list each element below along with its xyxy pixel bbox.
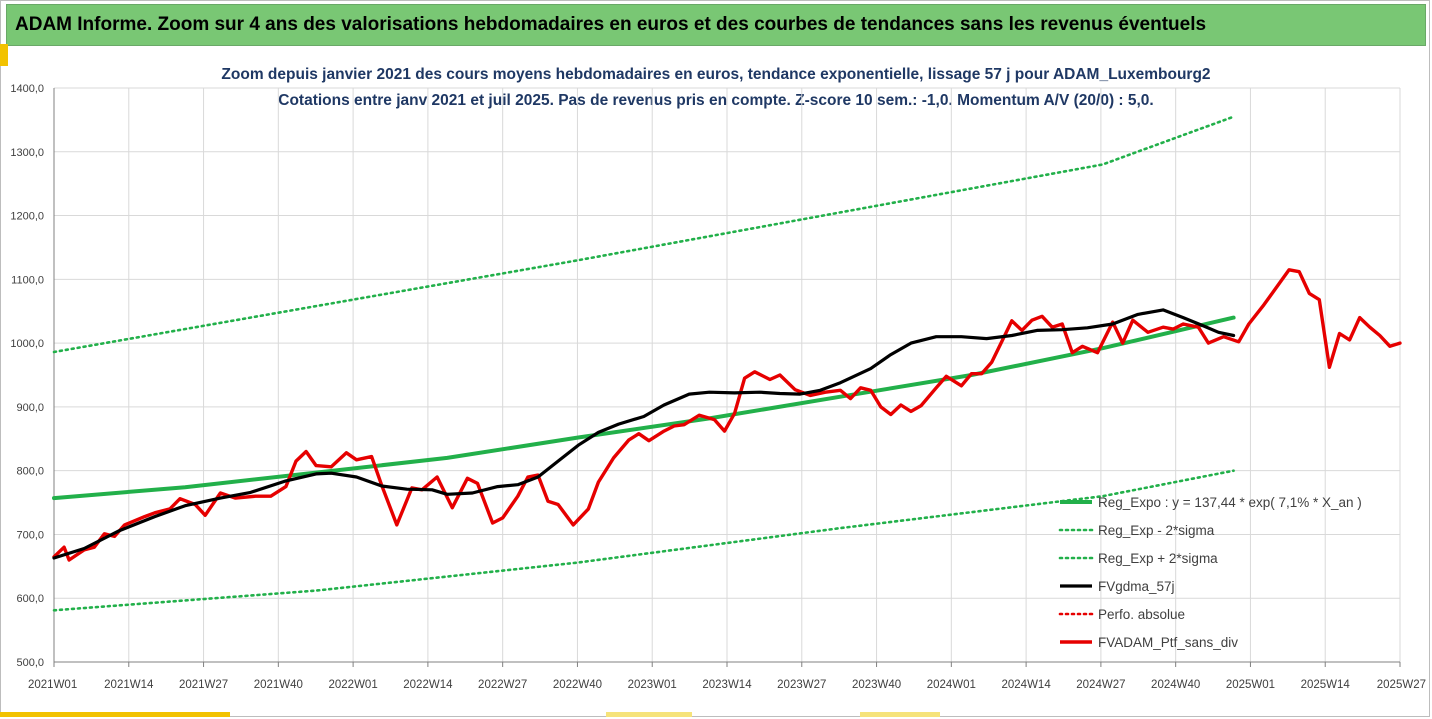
y-tick-label: 800,0 [16,466,44,478]
legend-label: FVADAM_Ptf_sans_div [1098,635,1238,650]
x-tick-label: 2025W27 [1377,679,1426,691]
legend-label: Reg_Exp + 2*sigma [1098,551,1218,566]
x-tick-label: 2022W40 [553,679,602,691]
bottom-accent [860,712,940,717]
y-tick-label: 1300,0 [10,147,44,159]
series-moving-average-line [52,308,1236,560]
legend-label: Reg_Exp - 2*sigma [1098,523,1215,538]
series-portfolio-line [52,268,1402,562]
y-tick-label: 900,0 [16,402,44,414]
y-tick-label: 1100,0 [11,274,44,286]
banner-title: ADAM Informe. Zoom sur 4 ans des valoris… [15,14,1207,35]
y-tick-label: 1400,0 [10,83,44,95]
x-tick-label: 2021W01 [28,679,77,691]
x-tick-label: 2023W27 [777,679,826,691]
bottom-accent [606,712,692,717]
y-tick-label: 700,0 [16,529,44,541]
legend-label: Perfo. absolue [1098,607,1185,622]
series-upper-band-line [52,115,1235,354]
x-tick-label: 2022W01 [328,679,377,691]
x-tick-label: 2023W01 [628,679,677,691]
corner-accent [0,44,8,66]
series-regression-line [52,315,1236,501]
header-banner: ADAM Informe. Zoom sur 4 ans des valoris… [6,4,1426,46]
bottom-accent [0,712,230,717]
x-tick-label: 2024W27 [1076,679,1125,691]
x-tick-label: 2023W40 [852,679,901,691]
x-tick-label: 2024W14 [1001,679,1051,691]
x-tick-label: 2021W27 [179,679,228,691]
x-tick-label: 2021W14 [104,679,154,691]
x-tick-label: 2022W27 [478,679,527,691]
y-tick-label: 1000,0 [10,338,44,350]
x-tick-label: 2021W40 [254,679,303,691]
chart-title: Zoom depuis janvier 2021 des cours moyen… [221,66,1211,83]
x-tick-label: 2022W14 [403,679,453,691]
x-tick-label: 2025W14 [1301,679,1351,691]
y-tick-label: 600,0 [16,593,44,605]
legend-label: FVgdma_57j [1098,579,1175,594]
legend-label: Reg_Expo : y = 137,44 * exp( 7,1% * X_an… [1098,495,1362,510]
x-tick-label: 2023W14 [702,679,752,691]
y-tick-label: 500,0 [16,657,44,669]
y-tick-label: 1200,0 [10,211,44,223]
x-tick-label: 2024W01 [927,679,976,691]
x-tick-label: 2024W40 [1151,679,1200,691]
series-lower-band-line [52,469,1235,612]
x-tick-label: 2025W01 [1226,679,1275,691]
chart-subtitle: Cotations entre janv 2021 et juil 2025. … [278,92,1154,109]
